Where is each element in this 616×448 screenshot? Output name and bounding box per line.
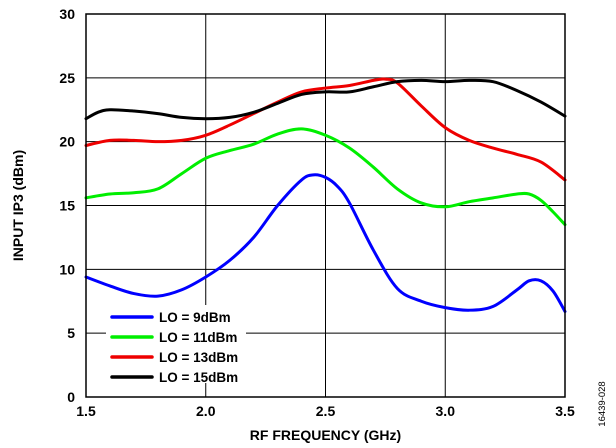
y-tick-label: 0: [67, 389, 75, 405]
x-tick-label: 3.5: [555, 403, 575, 419]
plot-frame: [85, 13, 566, 398]
y-tick-label: 25: [59, 70, 75, 86]
x-tick-label: 3.0: [436, 403, 456, 419]
y-tick-label: 15: [59, 198, 75, 214]
series-line-2: [84, 77, 567, 182]
y-tick-label: 10: [59, 261, 75, 277]
series-line-3: [84, 78, 567, 121]
legend: LO = 9dBm LO = 11dBm LO = 13dBm LO = 15dBm: [106, 305, 246, 385]
series-line-0: [84, 173, 567, 313]
y-axis-title: INPUT IP3 (dBm): [10, 150, 26, 261]
y-tick-label: 30: [59, 6, 75, 22]
legend-label: LO = 13dBm: [159, 350, 238, 365]
y-tick-label: 20: [59, 134, 75, 150]
series-line-1: [84, 127, 567, 227]
x-tick-label: 2.5: [316, 403, 336, 419]
x-axis-title: RF FREQUENCY (GHz): [250, 427, 401, 443]
series-lines: [84, 77, 567, 313]
figure-id: 16439-028: [597, 381, 608, 426]
y-tick-label: 5: [67, 325, 75, 341]
x-tick-label: 1.5: [76, 403, 96, 419]
axes: 1.5 2.0 2.5 3.0 3.5 0 5 10 15 20 25 30: [59, 6, 575, 419]
x-tick-label: 2.0: [196, 403, 216, 419]
legend-label: LO = 9dBm: [159, 310, 231, 325]
legend-label: LO = 15dBm: [159, 370, 238, 385]
legend-label: LO = 11dBm: [159, 330, 237, 345]
